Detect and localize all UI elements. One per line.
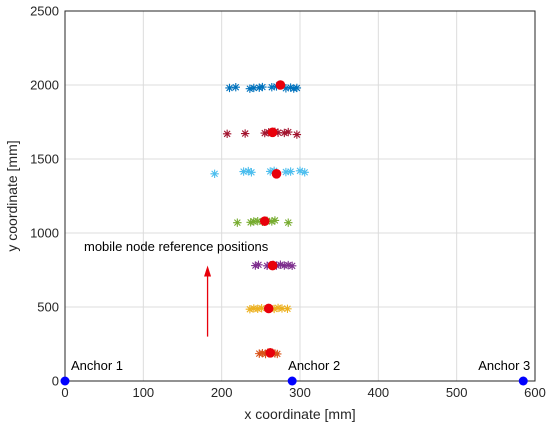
estimate-star-0 (292, 83, 302, 93)
anchor-marker-3 (518, 376, 528, 386)
x-tick-label: 200 (211, 385, 233, 400)
tick-labels: 0 100 200 300 400 500 600 0 500 1000 1500 2000 2500 (30, 4, 546, 401)
estimate-star-2 (247, 168, 256, 177)
estimate-star-5 (273, 303, 283, 313)
anchors: Anchor 1 Anchor 2 Anchor 3 (60, 358, 530, 386)
estimate-star-5 (257, 303, 266, 313)
estimate-star-0 (249, 83, 258, 93)
reference-position-3 (259, 216, 270, 226)
estimate-star-0 (289, 84, 298, 93)
estimate-star-2 (266, 167, 275, 176)
estimate-star-0 (281, 84, 291, 93)
estimate-star-1 (273, 128, 283, 137)
estimate-star-2 (286, 167, 295, 176)
reference-position-4 (267, 260, 278, 271)
estimate-star-0 (231, 83, 240, 92)
estimate-star-0 (225, 83, 234, 93)
estimate-star-3 (284, 218, 293, 227)
estimate-star-0 (267, 83, 276, 92)
estimate-star-3 (233, 218, 242, 227)
estimate-star-6 (258, 348, 267, 358)
estimate-star-3 (267, 217, 276, 226)
x-tick-label: 500 (446, 385, 468, 400)
estimate-star-3 (270, 216, 280, 225)
reference-position-6 (265, 348, 276, 358)
estimate-star-3 (253, 216, 262, 226)
x-tick-label: 0 (61, 385, 68, 400)
x-tick-label: 100 (132, 385, 154, 400)
anchor-label-3: Anchor 3 (478, 358, 530, 373)
estimate-star-0 (255, 83, 264, 92)
estimate-star-2 (281, 167, 291, 177)
anchor-label-2: Anchor 2 (288, 358, 340, 373)
estimate-star-0 (258, 82, 267, 92)
estimate-star-1 (280, 128, 289, 138)
estimate-star-0 (286, 83, 295, 92)
estimate-star-5 (245, 305, 255, 314)
estimate-star-1 (222, 129, 232, 139)
y-tick-label: 2000 (30, 78, 59, 93)
x-tick-label: 600 (524, 385, 546, 400)
estimate-star-6 (273, 349, 282, 359)
x-axis-label: x coordinate [mm] (244, 406, 355, 422)
estimate-star-4 (287, 261, 297, 271)
estimate-star-5 (277, 304, 287, 313)
estimate-star-2 (295, 166, 305, 176)
arrow-head (204, 265, 212, 277)
estimate-star-4 (276, 260, 285, 269)
y-tick-label: 2500 (30, 4, 59, 19)
estimate-star-5 (283, 304, 292, 313)
x-tick-label: 400 (367, 385, 389, 400)
reference-position-0 (275, 80, 286, 90)
y-axis-label: y coordinate [mm] (4, 140, 20, 251)
annotation-text: mobile node reference positions (84, 239, 269, 254)
anchor-marker-1 (60, 376, 70, 386)
estimate-star-4 (262, 261, 272, 271)
y-tick-label: 1500 (30, 152, 59, 167)
estimate-star-2 (244, 166, 253, 176)
estimate-star-4 (284, 260, 293, 270)
y-tick-label: 500 (37, 300, 59, 315)
estimate-star-4 (254, 260, 263, 270)
grid (65, 11, 535, 381)
estimate-star-1 (292, 130, 302, 139)
estimate-star-3 (246, 218, 255, 227)
reference-position-2 (271, 169, 282, 179)
estimate-star-0 (245, 84, 255, 93)
estimate-star-2 (239, 167, 248, 176)
plot-frame (64, 10, 536, 382)
annotation-arrow (204, 265, 212, 337)
anchor-marker-2 (287, 376, 297, 386)
reference-position-1 (267, 127, 278, 138)
estimate-star-6 (261, 349, 270, 359)
estimate-star-1 (240, 129, 250, 138)
estimate-star-1 (260, 128, 269, 138)
x-tick-label: 300 (289, 385, 311, 400)
estimate-star-1 (284, 127, 293, 137)
estimate-star-2 (210, 169, 219, 178)
reference-position-5 (263, 303, 274, 314)
y-tick-label: 1000 (30, 226, 59, 241)
estimate-star-5 (269, 304, 279, 314)
estimate-star-4 (251, 261, 260, 270)
estimate-star-2 (300, 168, 309, 177)
data-markers (210, 80, 309, 359)
anchor-label-1: Anchor 1 (71, 358, 123, 373)
estimate-star-5 (253, 304, 262, 313)
y-tick-label: 0 (52, 374, 59, 389)
